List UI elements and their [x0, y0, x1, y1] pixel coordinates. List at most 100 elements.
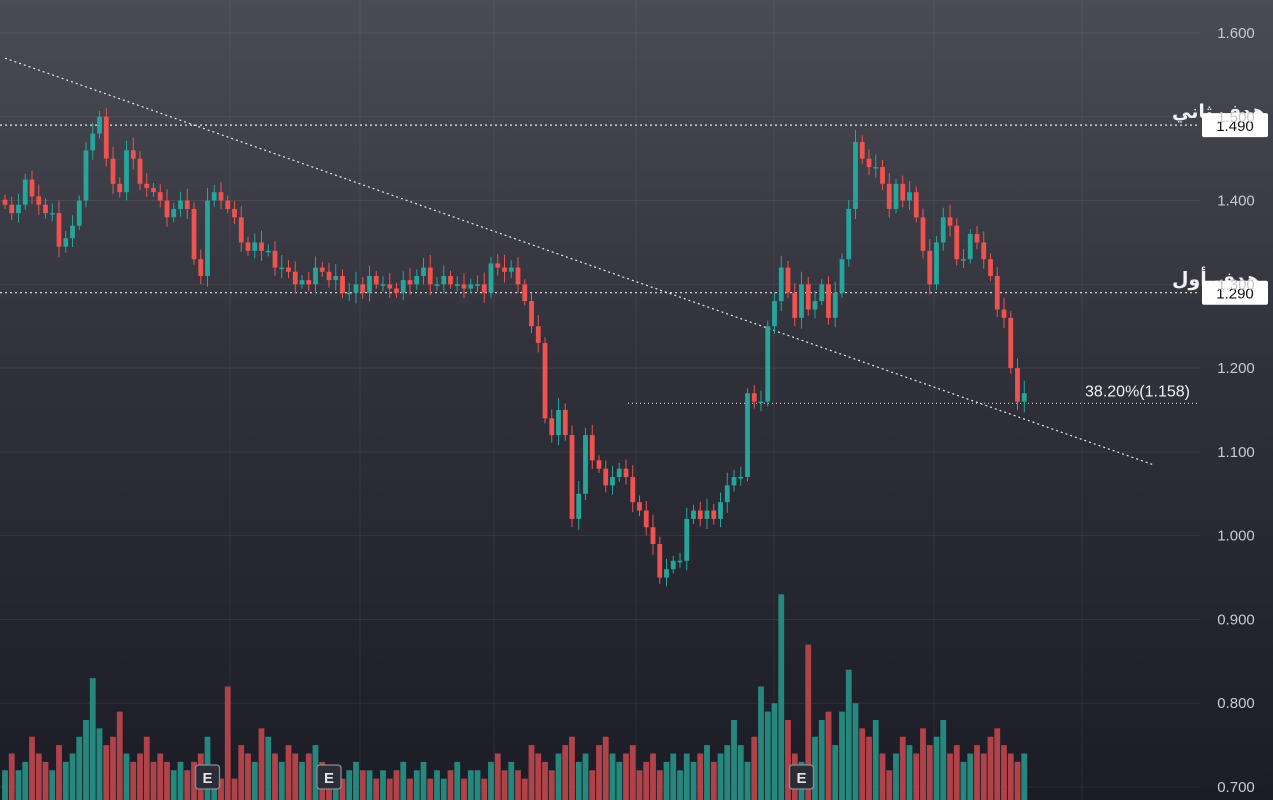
- volume-bar: [515, 770, 521, 800]
- candle-body: [576, 493, 582, 519]
- candle-body: [981, 242, 987, 260]
- candle-body: [846, 208, 852, 260]
- volume-bar: [670, 753, 677, 800]
- candle-body: [704, 510, 710, 519]
- candle-body: [124, 150, 129, 193]
- earnings-marker-label: E: [796, 770, 806, 787]
- volume-bar: [832, 745, 839, 800]
- candle-body: [880, 167, 885, 184]
- candle-body: [718, 502, 723, 519]
- price-tag-text: 1.290: [1216, 286, 1254, 303]
- candle-body: [913, 192, 919, 218]
- volume-bar: [29, 736, 35, 800]
- volume-bar: [906, 745, 913, 800]
- price-tick-label: 1.200: [1217, 360, 1255, 377]
- earnings-marker: [788, 764, 815, 790]
- candle-body: [900, 183, 906, 201]
- volume-bar: [683, 753, 690, 800]
- candle-body: [866, 158, 872, 168]
- volume-bar: [663, 761, 670, 800]
- volume-bar: [157, 753, 164, 800]
- candle-body: [758, 401, 764, 404]
- volume-bar: [636, 770, 643, 800]
- candle-body: [225, 200, 231, 209]
- candle-body: [738, 477, 744, 479]
- candle-body: [360, 284, 366, 293]
- volume-bar: [191, 761, 197, 800]
- candle-body: [468, 284, 474, 289]
- volume-bar: [521, 778, 528, 800]
- volume-bar: [461, 778, 467, 800]
- volume-bar: [143, 736, 150, 800]
- candle-body: [873, 167, 879, 169]
- candle-body: [22, 179, 28, 205]
- volume-bar: [643, 761, 650, 800]
- candle-body: [515, 267, 521, 285]
- volume-bar: [184, 770, 191, 800]
- candle-body: [117, 183, 123, 193]
- candle-body: [400, 280, 406, 293]
- volume-bar: [602, 736, 609, 800]
- volume-bar: [305, 753, 312, 800]
- volume-bar: [960, 761, 967, 800]
- candle-body: [292, 271, 298, 285]
- candle-body: [1021, 393, 1027, 402]
- volume-bar: [501, 770, 508, 800]
- volume-bar: [467, 770, 474, 800]
- candle-body: [920, 217, 926, 251]
- candle-body: [549, 418, 555, 436]
- earnings-marker: [316, 764, 342, 790]
- volume-bar: [656, 770, 663, 800]
- volume-bar: [947, 753, 953, 800]
- volume-bar: [1001, 745, 1007, 800]
- volume-bar: [852, 703, 859, 800]
- grid-lines: [0, 0, 1200, 800]
- candle-body: [684, 518, 690, 561]
- volume-bar: [312, 745, 319, 800]
- volume-bar: [609, 753, 616, 800]
- candle-body: [637, 502, 642, 511]
- earnings-marker-label: E: [202, 770, 212, 787]
- volume-bar: [987, 736, 994, 800]
- candle-body: [934, 242, 939, 285]
- volume-bar: [89, 678, 96, 800]
- volume-bar: [366, 770, 373, 800]
- candle-body: [1001, 309, 1007, 318]
- volume-bar: [771, 703, 778, 800]
- price-tag-text: 1.490: [1216, 118, 1254, 135]
- volume-bar: [731, 719, 737, 800]
- volume-bar: [299, 761, 305, 800]
- candle-body: [826, 284, 831, 318]
- volume-bar: [805, 644, 812, 800]
- volume-bar: [427, 778, 434, 800]
- candle-body: [812, 301, 818, 310]
- candle-body: [940, 217, 946, 243]
- volume-bar: [569, 736, 575, 800]
- candle-body: [232, 208, 237, 218]
- price-axis: 1.600 1.500 1.400 1.300 1.200 1.100 1.000 0.900…: [1217, 25, 1255, 796]
- candle-body: [731, 477, 737, 486]
- volume-bar: [629, 745, 636, 800]
- candle-body: [90, 133, 96, 151]
- volume-bar: [650, 753, 656, 800]
- candle-body: [70, 225, 75, 239]
- volume-bar: [447, 770, 454, 800]
- candle-body: [522, 284, 528, 302]
- volume-bar: [879, 753, 886, 800]
- candle-body: [961, 259, 966, 261]
- volume-bar: [393, 770, 400, 800]
- candle-body: [488, 263, 494, 293]
- fib-level-label: 38.20%(1.158): [1085, 383, 1190, 400]
- candle-body: [279, 267, 285, 270]
- volume-bar: [62, 761, 69, 800]
- candle-body: [144, 183, 150, 188]
- price-tag: [1202, 113, 1268, 138]
- volume-bar: [110, 736, 116, 800]
- candle-body: [63, 238, 69, 247]
- candle-body: [414, 275, 420, 285]
- volume-bar: [1014, 761, 1021, 800]
- candle-body: [164, 200, 170, 218]
